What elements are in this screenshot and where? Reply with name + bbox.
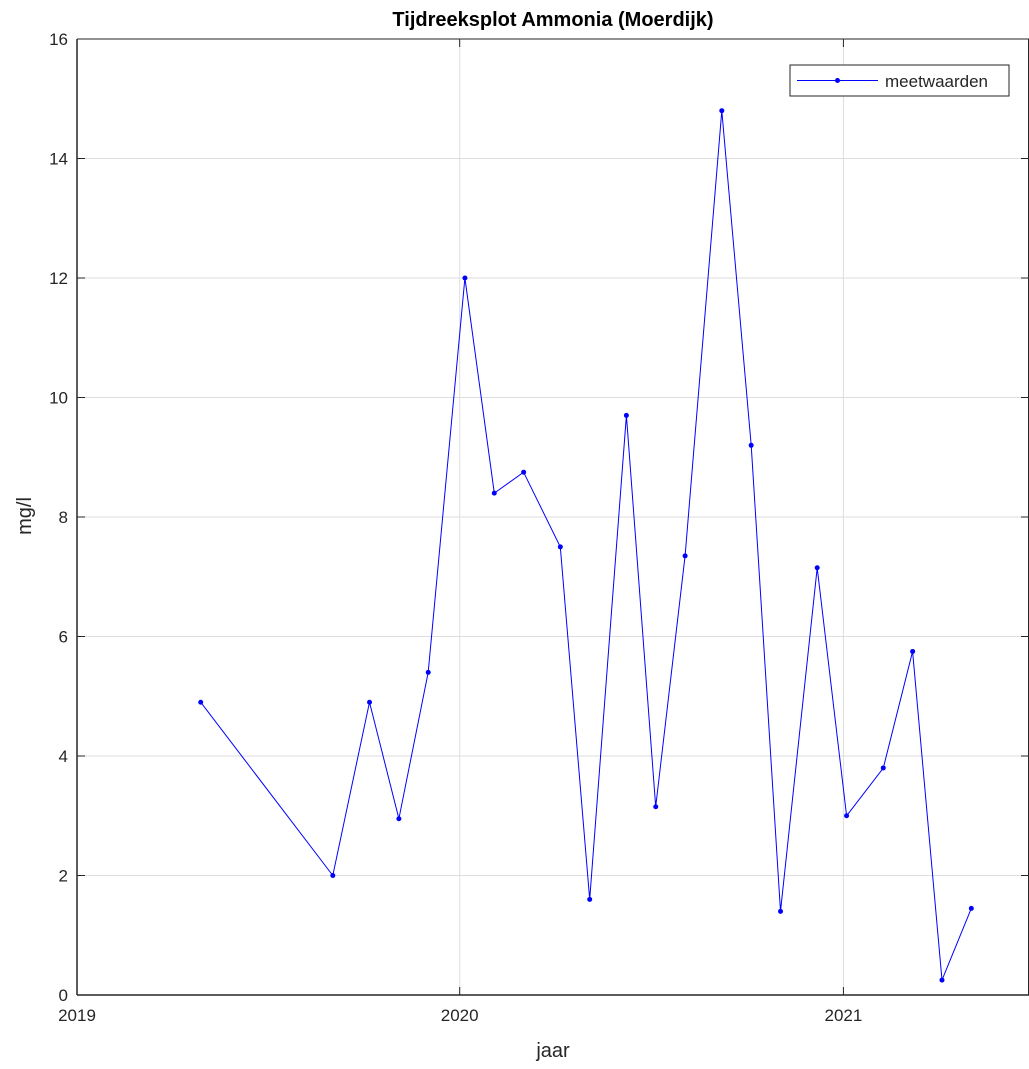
y-tick-label: 6 (59, 628, 68, 647)
legend: meetwaarden (789, 64, 1010, 97)
data-point (682, 553, 688, 559)
data-point (557, 544, 563, 550)
y-tick-label: 10 (49, 389, 68, 408)
data-point (719, 108, 725, 114)
x-tick-label: 2020 (441, 1006, 479, 1025)
data-point (425, 669, 431, 675)
y-tick-label: 16 (49, 30, 68, 49)
y-tick-label: 14 (49, 150, 68, 169)
data-point (814, 565, 820, 571)
data-point (653, 804, 659, 810)
data-point (968, 905, 974, 911)
y-tick-label: 0 (59, 986, 68, 1005)
data-point (462, 275, 468, 281)
y-axis-label: mg/l (14, 497, 36, 535)
data-point (367, 699, 373, 705)
y-tick-label: 12 (49, 269, 68, 288)
data-point (587, 896, 593, 902)
series-line-meetwaarden (200, 110, 972, 981)
data-point (198, 699, 204, 705)
legend-label-meetwaarden: meetwaarden (885, 72, 988, 91)
legend-marker-meetwaarden (835, 78, 840, 83)
data-point (623, 412, 629, 418)
chart-title: Tijdreeksplot Ammonia (Moerdijk) (392, 9, 713, 31)
data-point (330, 873, 336, 878)
data-point (778, 908, 784, 914)
x-axis-label: jaar (535, 1040, 570, 1062)
data-point (910, 648, 916, 654)
data-point (939, 977, 945, 983)
data-point (844, 813, 850, 819)
x-tick-label: 2021 (825, 1006, 863, 1025)
y-tick-label: 8 (59, 508, 68, 527)
data-point (491, 490, 497, 496)
data-point (880, 765, 886, 771)
data-point (521, 469, 527, 475)
data-point (748, 442, 754, 448)
y-tick-label: 2 (59, 867, 68, 886)
plot-area: 0 2 4 6 8 10 12 14 16 2019 2020 2021 (49, 30, 1029, 1025)
legend-box (789, 64, 1010, 97)
y-tick-label: 4 (59, 747, 68, 766)
x-tick-label: 2019 (58, 1006, 96, 1025)
data-point (396, 816, 402, 822)
